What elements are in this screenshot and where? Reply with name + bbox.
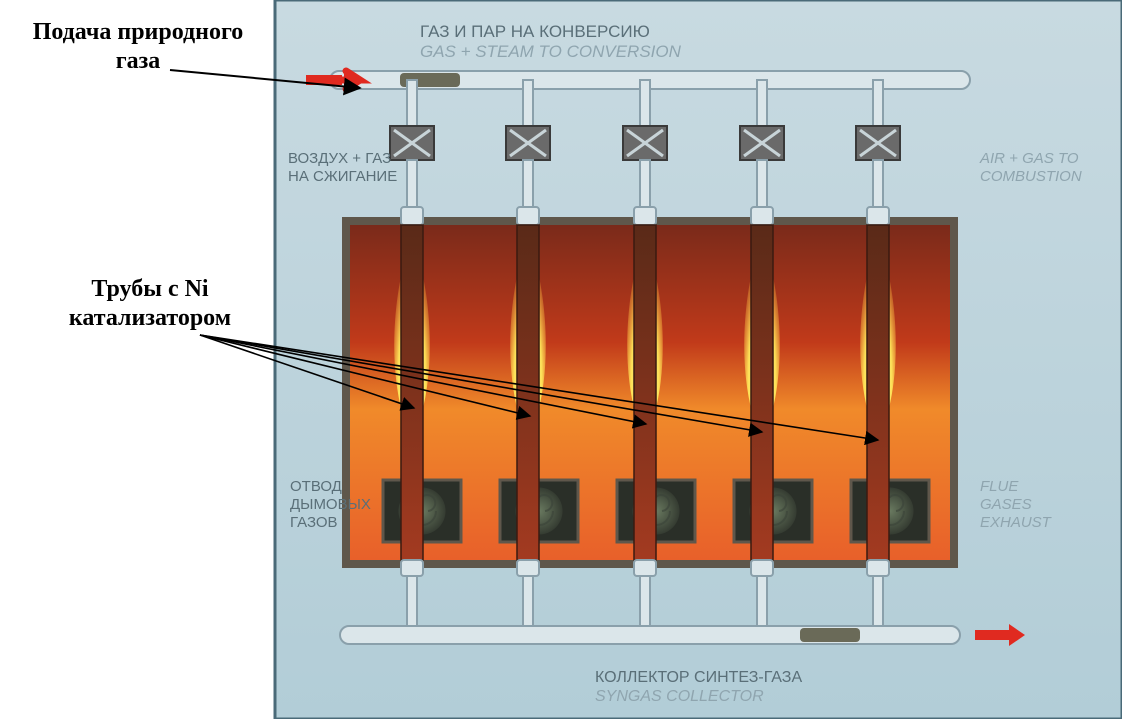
label-air-gas-combustion-en: AIR + GAS TO COMBUSTION: [980, 150, 1082, 186]
text-ru: ГАЗ И ПАР НА КОНВЕРСИЮ: [420, 22, 650, 41]
l1: FLUE: [980, 478, 1018, 495]
top-collar: [517, 207, 539, 225]
text: Подача природного: [33, 19, 244, 45]
label-flue-gases-exhaust-ru: ОТВОД ДЫМОВЫХ ГАЗОВ: [290, 478, 371, 532]
label-air-gas-combustion-ru: ВОЗДУХ + ГАЗ НА СЖИГАНИЕ: [288, 150, 397, 186]
drop-pipe: [407, 80, 417, 126]
catalyst-tube: [401, 225, 423, 560]
l1: ОТВОД: [290, 478, 342, 495]
l2: COMBUSTION: [980, 168, 1082, 185]
text-ru: КОЛЛЕКТОР СИНТЕЗ-ГАЗА: [595, 669, 802, 686]
drop-pipe: [873, 80, 883, 126]
diagram-canvas: [0, 0, 1122, 719]
label-syngas-collector: КОЛЛЕКТОР СИНТЕЗ-ГАЗА SYNGAS COLLECTOR: [595, 668, 802, 706]
text-en: SYNGAS COLLECTOR: [595, 688, 764, 705]
label-natural-gas-supply: Подача природного газа: [3, 18, 273, 76]
l2: GASES: [980, 496, 1032, 513]
text: катализатором: [69, 305, 231, 331]
text: Трубы с Ni: [91, 276, 208, 302]
top-collar: [751, 207, 773, 225]
bottom-manifold-pipe: [340, 626, 960, 644]
l1: AIR + GAS TO: [980, 150, 1079, 167]
label-flue-gases-exhaust-en: FLUE GASES EXHAUST: [980, 478, 1051, 532]
outlet-plug: [800, 628, 860, 642]
l2: НА СЖИГАНИЕ: [288, 168, 397, 185]
l1: ВОЗДУХ + ГАЗ: [288, 150, 391, 167]
bottom-collar: [517, 560, 539, 576]
l2: ДЫМОВЫХ: [290, 496, 371, 513]
top-collar: [867, 207, 889, 225]
outlet-arrow-icon: [975, 630, 1011, 640]
catalyst-tube: [751, 225, 773, 560]
drop-pipe: [523, 80, 533, 126]
top-collar: [401, 207, 423, 225]
drop-pipe: [640, 80, 650, 126]
bottom-collar: [867, 560, 889, 576]
text: газа: [116, 48, 161, 74]
l3: ГАЗОВ: [290, 514, 338, 531]
bottom-collar: [751, 560, 773, 576]
bottom-collar: [634, 560, 656, 576]
text-en: GAS + STEAM TO CONVERSION: [420, 42, 681, 61]
top-collar: [634, 207, 656, 225]
catalyst-tube: [867, 225, 889, 560]
catalyst-tube: [634, 225, 656, 560]
bottom-collar: [401, 560, 423, 576]
label-gas-steam-conversion: ГАЗ И ПАР НА КОНВЕРСИЮ GAS + STEAM TO CO…: [420, 22, 681, 63]
drop-pipe: [757, 80, 767, 126]
l3: EXHAUST: [980, 514, 1051, 531]
label-ni-catalyst-tubes: Трубы с Ni катализатором: [30, 275, 270, 333]
